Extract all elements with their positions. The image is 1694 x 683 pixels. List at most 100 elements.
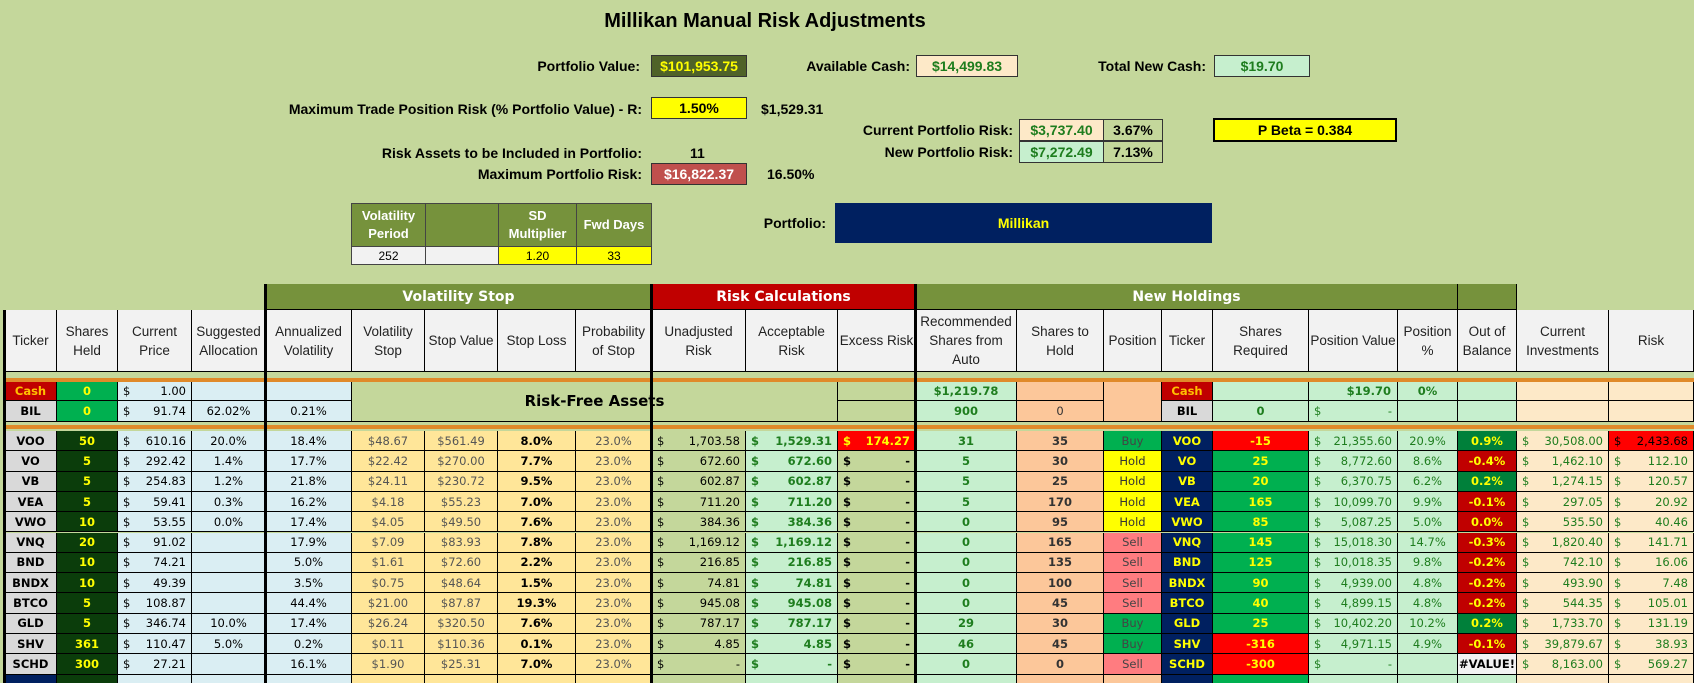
shares-held-input[interactable]: 5 bbox=[57, 593, 118, 614]
position-value: $4,899.15 bbox=[1309, 593, 1398, 614]
shares-to-hold-input[interactable]: 30 bbox=[1017, 613, 1104, 634]
position-pct bbox=[1398, 654, 1458, 675]
dollar-sign: $ bbox=[1522, 656, 1530, 671]
cell-value: 174.27 bbox=[865, 433, 910, 448]
portfolio-selector[interactable]: Millikan bbox=[835, 203, 1212, 243]
acceptable-risk: $945.08 bbox=[746, 593, 838, 614]
volatility-stop: $26.24 bbox=[352, 613, 425, 634]
shares-to-hold-input[interactable]: 45 bbox=[1017, 634, 1104, 655]
cell-value: - bbox=[905, 494, 910, 509]
shares-to-hold-input[interactable]: 135 bbox=[1017, 552, 1104, 574]
cell-value: 1,169.12 bbox=[688, 535, 740, 550]
dollar-sign: $ bbox=[123, 403, 131, 418]
cell-value: 59.41 bbox=[153, 494, 186, 509]
stop-loss: 0.1% bbox=[498, 634, 576, 655]
empty-cell bbox=[498, 674, 576, 683]
out-of-balance: 0.0% bbox=[1458, 512, 1517, 533]
shares-held-input[interactable]: 361 bbox=[57, 634, 118, 655]
position-value: $ - bbox=[1309, 654, 1398, 675]
available-cash[interactable]: $14,499.83 bbox=[916, 55, 1018, 77]
dollar-sign: $ bbox=[1614, 494, 1622, 509]
position-badge: Buy bbox=[1104, 634, 1162, 655]
cell-value: 787.17 bbox=[787, 616, 832, 631]
cell-value: 91.02 bbox=[153, 535, 186, 550]
shares-to-hold-input[interactable]: 30 bbox=[1017, 451, 1104, 472]
shares-held-input[interactable]: 10 bbox=[57, 573, 118, 594]
cell-value: 346.74 bbox=[145, 616, 186, 631]
current-investments: $30,508.00 bbox=[1517, 431, 1609, 452]
probability-of-stop: 23.0% bbox=[576, 491, 652, 513]
dollar-sign: $ bbox=[1314, 453, 1322, 468]
dollar-sign: $ bbox=[843, 535, 852, 550]
volatility-stop: $1.61 bbox=[352, 552, 425, 574]
shares-to-hold-input[interactable]: 45 bbox=[1017, 593, 1104, 614]
position-pct: 5.0% bbox=[1398, 512, 1458, 533]
shares-held-input[interactable]: 5 bbox=[57, 451, 118, 472]
stop-value: $48.64 bbox=[425, 573, 498, 594]
cell-value: 384.36 bbox=[787, 514, 832, 529]
dollar-sign: $ bbox=[123, 555, 131, 570]
risk: $38.93 bbox=[1609, 634, 1694, 655]
cell-value: 711.20 bbox=[699, 494, 740, 509]
recommended-shares: 0 bbox=[916, 593, 1017, 614]
current-investments: $8,163.00 bbox=[1517, 654, 1609, 675]
annualized-volatility: 5.0% bbox=[266, 552, 352, 574]
shares-held-input[interactable]: 5 bbox=[57, 613, 118, 634]
cell-value: - bbox=[905, 575, 910, 590]
shares-held-input[interactable]: 0 bbox=[57, 401, 118, 422]
position-badge: Sell bbox=[1104, 654, 1162, 675]
out-of-balance bbox=[1458, 401, 1517, 422]
shares-to-hold-input[interactable]: 100 bbox=[1017, 573, 1104, 594]
shares-to-hold-input[interactable]: 165 bbox=[1017, 532, 1104, 553]
cell-value: 15,018.30 bbox=[1333, 535, 1392, 550]
position-pct: 14.7% bbox=[1398, 532, 1458, 553]
ticker-cell: BND bbox=[5, 552, 57, 574]
shares-held-input[interactable]: 10 bbox=[57, 512, 118, 533]
sd-multiplier-input[interactable]: 1.20 bbox=[498, 246, 577, 265]
fwd-days-input[interactable]: 33 bbox=[576, 246, 652, 265]
shares-to-hold-input[interactable]: 170 bbox=[1017, 491, 1104, 513]
volatility-period-input[interactable]: 252 bbox=[351, 246, 426, 265]
total-new-cash[interactable]: $19.70 bbox=[1214, 55, 1310, 77]
shares-to-hold-input[interactable]: 0 bbox=[1017, 654, 1104, 675]
shares-to-hold-input[interactable]: 25 bbox=[1017, 471, 1104, 492]
out-of-balance: -0.2% bbox=[1458, 573, 1517, 594]
new-risk-pct: 7.13% bbox=[1103, 141, 1163, 163]
empty-cell bbox=[916, 674, 1017, 683]
shares-held-input[interactable]: 20 bbox=[57, 532, 118, 553]
shares-held-input[interactable]: 5 bbox=[57, 471, 118, 492]
shares-to-hold-input[interactable]: 0 bbox=[1017, 401, 1104, 422]
shares-held-input[interactable]: 50 bbox=[57, 431, 118, 452]
cell-value: 297.05 bbox=[1562, 494, 1603, 509]
portfolio-value[interactable]: $101,953.75 bbox=[651, 55, 747, 77]
shares-held-input[interactable]: 5 bbox=[57, 491, 118, 513]
cell-value: 292.42 bbox=[145, 453, 186, 468]
cell-value: - bbox=[905, 616, 910, 631]
shares-held-input[interactable]: 300 bbox=[57, 654, 118, 675]
shares-held-input[interactable]: 0 bbox=[57, 381, 118, 402]
position-value: $19.70 bbox=[1309, 381, 1398, 402]
shares-to-hold-input[interactable] bbox=[1017, 381, 1104, 402]
position-value: $4,971.15 bbox=[1309, 634, 1398, 655]
stop-loss: 19.3% bbox=[498, 593, 576, 614]
annualized-volatility: 44.4% bbox=[266, 593, 352, 614]
shares-held-input[interactable]: 10 bbox=[57, 552, 118, 574]
out-of-balance: 0.2% bbox=[1458, 471, 1517, 492]
cell-value: 602.87 bbox=[699, 474, 740, 489]
column-header: Risk bbox=[1609, 310, 1694, 372]
acceptable-risk: $602.87 bbox=[746, 471, 838, 492]
dollar-sign: $ bbox=[751, 596, 760, 611]
max-trade-risk-pct[interactable]: 1.50% bbox=[651, 97, 747, 119]
dollar-sign: $ bbox=[1314, 474, 1322, 489]
dollar-sign: $ bbox=[657, 596, 665, 611]
stop-loss: 9.5% bbox=[498, 471, 576, 492]
dollar-sign: $ bbox=[123, 656, 131, 671]
dollar-sign: $ bbox=[657, 453, 665, 468]
unadjusted-risk: $ - bbox=[652, 654, 746, 675]
position-badge: Hold bbox=[1104, 512, 1162, 533]
shares-to-hold-input[interactable]: 35 bbox=[1017, 431, 1104, 452]
shares-to-hold-input[interactable]: 95 bbox=[1017, 512, 1104, 533]
dollar-sign: $ bbox=[843, 514, 852, 529]
ticker-cell: GLD bbox=[1162, 613, 1213, 634]
position-value: $5,087.25 bbox=[1309, 512, 1398, 533]
